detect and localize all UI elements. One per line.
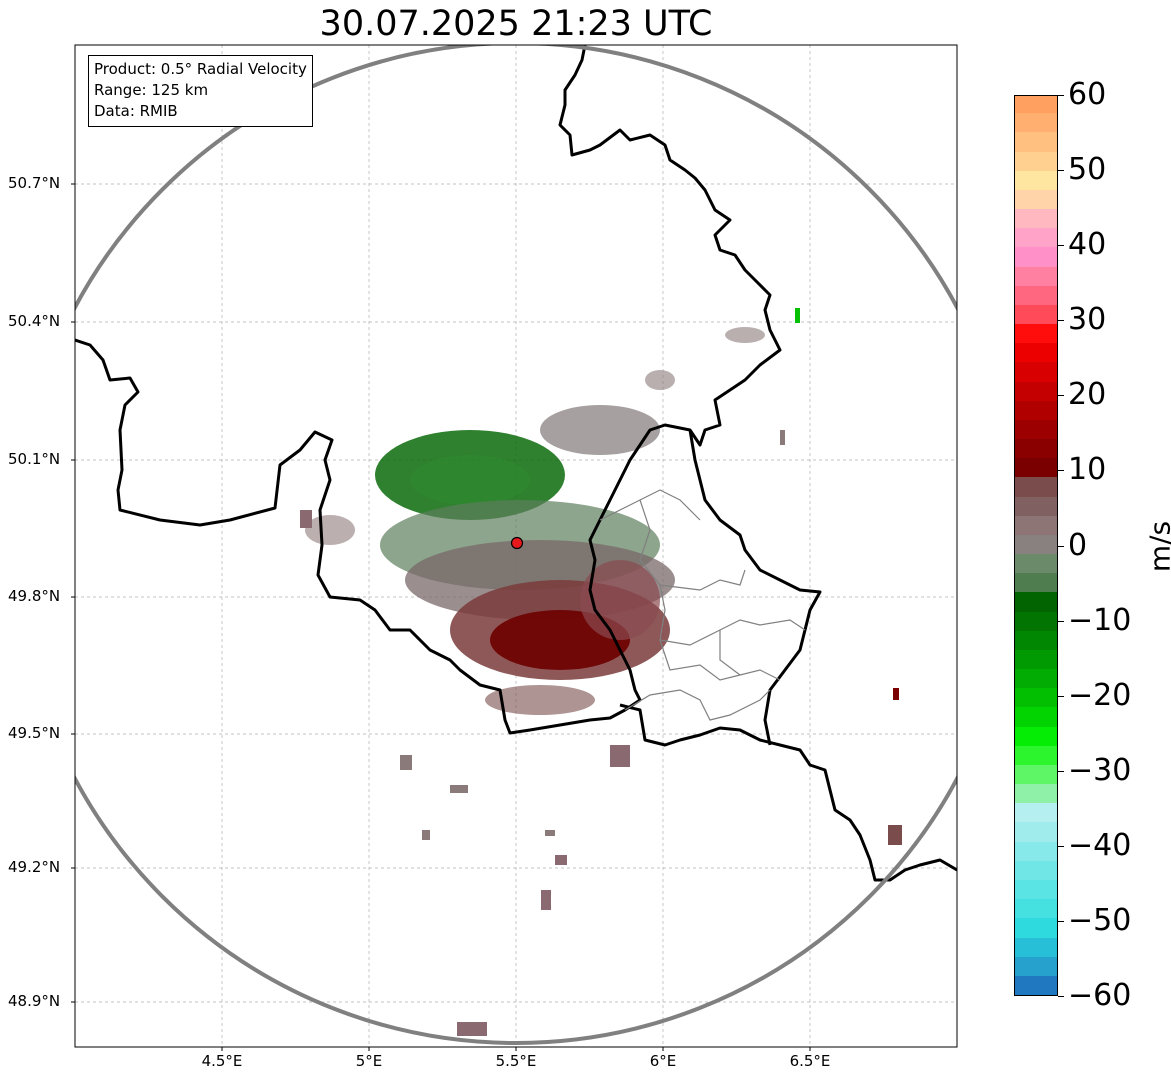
info-product: Product: 0.5° Radial Velocity [94,60,307,78]
colorbar-segment [1015,648,1057,670]
colorbar [1014,95,1058,996]
colorbar-segment [1015,150,1057,171]
radar-site-marker [510,536,524,550]
colorbar-segment [1015,898,1057,919]
colorbar-segment [1015,476,1057,497]
colorbar-tick-mark [1058,845,1064,847]
colorbar-segment [1015,610,1057,631]
colorbar-segment [1015,361,1057,382]
colorbar-tick-mark [1058,470,1064,472]
colorbar-segment [1015,553,1057,574]
lon-label: 5°E [355,1052,383,1070]
colorbar-tick-label: 30 [1068,302,1107,338]
colorbar-segment [1015,687,1057,708]
colorbar-segment [1015,744,1057,765]
colorbar-segment [1015,208,1057,229]
lon-label: 4.5°E [201,1052,243,1070]
colorbar-tick-mark [1058,170,1064,172]
colorbar-segment [1015,821,1057,842]
lat-label: 50.4°N [8,312,61,330]
colorbar-segment [1015,572,1057,593]
colorbar-segment [1015,169,1057,190]
colorbar-segment [1015,227,1057,248]
colorbar-tick-mark [1058,545,1064,547]
lat-label: 50.7°N [8,174,61,192]
colorbar-tick-label: 60 [1068,77,1107,112]
colorbar-segment [1015,96,1057,114]
colorbar-segment [1015,188,1057,210]
colorbar-segment [1015,495,1057,516]
lon-label: 6.5°E [789,1052,831,1070]
colorbar-segment [1015,246,1057,267]
info-box: Product: 0.5° Radial Velocity Range: 125… [88,55,313,127]
colorbar-segment [1015,265,1057,286]
colorbar-tick-label: 10 [1068,452,1107,488]
colorbar-segment [1015,591,1057,612]
colorbar-segment [1015,974,1057,995]
colorbar-tick-label: 0 [1068,527,1088,563]
colorbar-segment [1015,783,1057,804]
colorbar-tick-mark [1058,95,1064,96]
colorbar-segment [1015,955,1057,976]
info-data-source: Data: RMIB [94,102,178,120]
gridlines [75,45,957,1047]
colorbar-tick-mark [1058,320,1064,322]
colorbar-segment [1015,438,1057,459]
colorbar-tick-mark [1058,920,1064,922]
colorbar-segment [1015,763,1057,785]
colorbar-segment [1015,706,1057,727]
colorbar-tick-mark [1058,770,1064,772]
colorbar-segment [1015,399,1057,420]
axis-ticks [71,183,811,1051]
colorbar-segment [1015,936,1057,957]
colorbar-segment [1015,303,1057,325]
lat-label: 48.9°N [8,992,61,1010]
chart-title: 30.07.2025 21:23 UTC [319,4,713,44]
colorbar-segment [1015,323,1057,344]
colorbar-tick-label: 20 [1068,377,1107,413]
colorbar-tick-label: −30 [1068,752,1132,788]
colorbar-segment [1015,342,1057,363]
colorbar-segment [1015,859,1057,880]
colorbar-segment [1015,533,1057,555]
colorbar-segment [1015,840,1057,861]
colorbar-segment [1015,879,1057,900]
lat-label: 49.2°N [8,858,61,876]
colorbar-segment [1015,802,1057,823]
regional-borders [599,489,806,721]
colorbar-segment [1015,917,1057,938]
colorbar-tick-mark [1058,395,1064,397]
lon-label: 5.5°E [495,1052,537,1070]
colorbar-tick-label: −50 [1068,902,1132,938]
colorbar-segment [1015,668,1057,689]
colorbar-segment [1015,514,1057,535]
colorbar-tick-mark [1058,245,1064,247]
colorbar-tick-mark [1058,996,1064,997]
info-range: Range: 125 km [94,81,209,99]
country-borders [75,45,957,882]
radar-range-ring [75,45,957,1045]
colorbar-segment [1015,418,1057,440]
lat-label: 49.8°N [8,587,61,605]
lat-label: 49.5°N [8,724,61,742]
colorbar-segment [1015,457,1057,478]
lat-label: 50.1°N [8,450,61,468]
colorbar-tick-label: 40 [1068,227,1107,263]
colorbar-tick-label: −20 [1068,677,1132,713]
colorbar-segment [1015,725,1057,746]
colorbar-tick-label: 50 [1068,152,1107,188]
colorbar-segment [1015,112,1057,133]
colorbar-tick-label: −40 [1068,827,1132,863]
colorbar-tick-label: −60 [1068,978,1132,1013]
colorbar-segment [1015,380,1057,401]
colorbar-segment [1015,131,1057,152]
colorbar-tick-mark [1058,620,1064,622]
lon-label: 6°E [649,1052,677,1070]
colorbar-tick-mark [1058,695,1064,697]
colorbar-segment [1015,284,1057,305]
colorbar-segment [1015,629,1057,650]
colorbar-tick-label: −10 [1068,602,1132,638]
